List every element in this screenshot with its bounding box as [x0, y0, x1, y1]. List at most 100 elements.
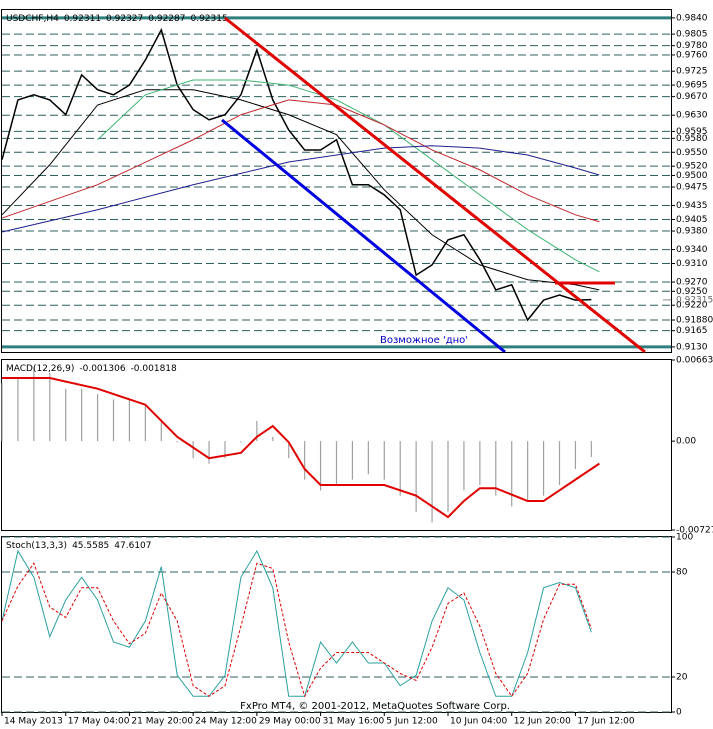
x-tick-label: 21 May 20:00: [131, 717, 193, 727]
y-tick-label: 0: [676, 708, 682, 718]
histogram-bar: [81, 388, 83, 442]
histogram-bar: [144, 404, 146, 442]
x-tick-label: 14 May 2013: [4, 717, 63, 727]
series-line: [1, 89, 600, 291]
histogram-bar: [176, 441, 178, 443]
y-tick-label: 0.00: [676, 437, 696, 447]
y-tick-label: 0.9250: [676, 287, 708, 297]
header-value: 0.92311: [64, 14, 101, 24]
x-tick-label: 29 May 00:00: [259, 717, 321, 727]
header-value: -0.001306: [79, 364, 125, 374]
y-tick-label: 0.9630: [676, 111, 708, 121]
y-tick-label: 0.9340: [676, 245, 708, 255]
y-tick-label: 0.9580: [676, 134, 708, 144]
y-tick-label: 0.9780: [676, 41, 708, 51]
y-tick-label: 0.9435: [676, 201, 708, 211]
y-tick-label: 0.9550: [676, 148, 708, 158]
histogram-bar: [208, 441, 210, 464]
y-tick-label: 0.9270: [676, 278, 708, 288]
y-tick-label: 0.9500: [676, 171, 708, 181]
x-tick-label: 5 Jun 12:00: [386, 717, 438, 727]
trend-lines: [221, 16, 646, 354]
y-tick-label: 0.9840: [676, 13, 708, 23]
y-tick-label: 0.9475: [676, 183, 708, 193]
histogram-bar: [479, 441, 481, 486]
histogram-bar: [351, 441, 354, 480]
y-tick-label: 20: [676, 673, 688, 683]
y-tick-label: 0.91880: [676, 316, 713, 326]
annotation: Возможное 'дно': [380, 335, 468, 346]
x-tick-label: 10 Jun 04:00: [450, 717, 507, 727]
histogram-bar: [367, 441, 369, 475]
histogram-bar: [542, 441, 545, 496]
histogram-bar: [65, 388, 67, 442]
histogram-bar: [1, 383, 3, 442]
y-tick-label: 100: [676, 533, 693, 543]
histogram-bar: [399, 441, 401, 496]
support-line: [221, 118, 506, 354]
y-tick-label: 0.9760: [676, 50, 708, 60]
y-tick-label: 0.9130: [676, 342, 708, 352]
histogram-bar: [272, 436, 274, 442]
footer: FxPro MT4, © 2001-2012, MetaQuotes Softw…: [240, 701, 510, 712]
panel-title: Stoch(13,3,3): [6, 541, 67, 551]
y-tick-label: 0.9310: [676, 259, 708, 269]
y-tick-label: 0.9725: [676, 67, 708, 77]
y-tick-label: 0.9670: [676, 92, 708, 102]
panel-title: USDCHF,H4: [6, 14, 59, 24]
histogram-bar: [527, 441, 529, 502]
price-panel: [1, 9, 672, 353]
resistance-line: [224, 16, 646, 354]
panel-title: MACD(12,26,9): [6, 364, 74, 374]
y-tick-label: 80: [676, 568, 688, 578]
histogram-bar: [17, 378, 19, 442]
x-tick-label: 12 Jun 20:00: [514, 717, 571, 727]
histogram-bar: [447, 441, 449, 512]
histogram-bar: [33, 367, 35, 442]
series-line: [2, 377, 600, 519]
histogram-bar: [511, 441, 513, 507]
x-tick-label: 24 May 12:00: [195, 717, 257, 727]
series-line: [1, 549, 592, 697]
y-tick-label: 0.9380: [676, 227, 708, 237]
price-marker-label: 0.92315: [676, 295, 713, 305]
y-tick-label: 0.9520: [676, 162, 708, 172]
header-value: 0.92287: [148, 14, 185, 24]
histogram-bar: [415, 441, 417, 512]
series-line: [1, 27, 592, 322]
histogram-bar: [192, 441, 194, 459]
y-tick-label: 0.9595: [676, 127, 708, 137]
header-value: 47.6107: [114, 541, 151, 551]
histogram-bar: [335, 441, 338, 486]
histogram-bar: [256, 420, 258, 442]
histogram-bar: [160, 420, 162, 442]
histogram-bar: [431, 441, 433, 523]
series-line: [1, 145, 600, 233]
series-line: [1, 562, 592, 698]
histogram-bar: [574, 441, 577, 470]
panel-header: USDCHF,H4 0.92311 0.92327 0.92287 0.92315: [6, 14, 228, 24]
y-tick-label: 0.9220: [676, 301, 708, 311]
series-line: [97, 79, 600, 273]
histogram-bar: [224, 441, 226, 459]
header-value: 0.92327: [106, 14, 143, 24]
header-value: -0.001818: [131, 364, 177, 374]
histogram-bar: [590, 441, 592, 458]
header-value: 45.5585: [72, 541, 109, 551]
histogram-bar: [49, 372, 51, 442]
histogram-bar: [288, 441, 290, 459]
y-tick-label: 0.9805: [676, 30, 708, 40]
panel-header: Stoch(13,3,3) 45.5585 47.6107: [6, 541, 152, 551]
stoch-panel: [1, 536, 672, 713]
histogram-bar: [319, 441, 322, 491]
histogram-bar: [463, 441, 465, 491]
y-tick-label: -0.00727: [676, 526, 713, 536]
y-tick-label: 0.9695: [676, 81, 708, 91]
y-tick-label: 0.9165: [676, 326, 708, 336]
histogram-bar: [128, 399, 131, 442]
series-line: [1, 99, 600, 223]
y-tick-label: 0.9405: [676, 215, 708, 225]
histogram-bar: [558, 441, 561, 486]
histogram-bar: [495, 441, 497, 496]
